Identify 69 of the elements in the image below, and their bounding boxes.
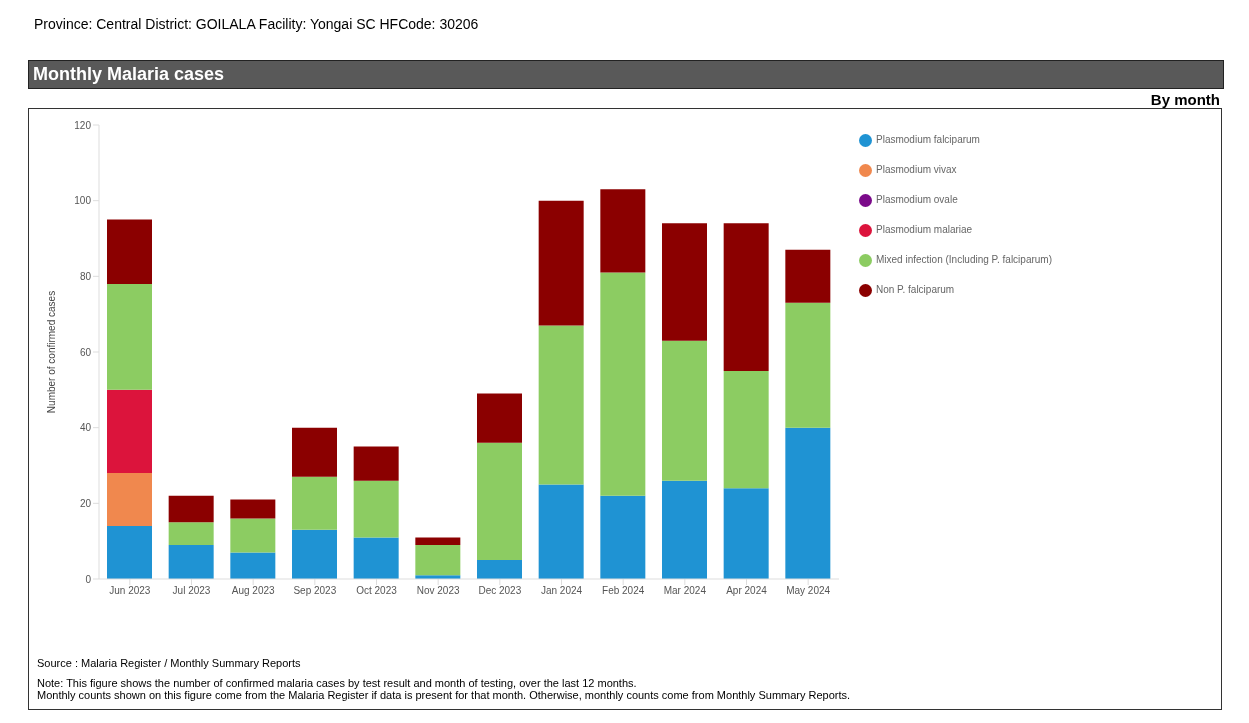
x-tick-label: Jul 2023 <box>172 585 211 597</box>
bar <box>168 495 214 523</box>
x-tick-label: May 2024 <box>786 585 831 597</box>
bar <box>538 325 584 485</box>
bar <box>353 480 399 538</box>
bar <box>292 476 337 530</box>
y-tick-label: 80 <box>79 270 92 282</box>
bar <box>785 427 831 579</box>
bar <box>538 484 584 579</box>
legend-label: Mixed infection (Including P. falciparum) <box>876 254 1053 265</box>
bar <box>292 529 337 579</box>
bar <box>230 518 276 553</box>
bar <box>107 473 152 527</box>
bar <box>662 480 707 579</box>
legend-label: Plasmodium falciparum <box>876 134 980 145</box>
bar <box>477 442 522 561</box>
bar <box>107 283 152 390</box>
source-note: Source : Malaria Register / Monthly Summary Reports <box>37 657 301 669</box>
y-tick-label: 60 <box>79 346 92 358</box>
x-tick-label: Apr 2024 <box>726 585 768 597</box>
bar <box>723 488 769 579</box>
x-tick-label: Dec 2023 <box>478 585 522 597</box>
y-tick-label: 40 <box>79 422 92 434</box>
bar <box>477 560 522 579</box>
bar <box>415 544 461 576</box>
legend-label: Plasmodium vivax <box>876 164 957 175</box>
legend-label: Plasmodium ovale <box>876 194 958 205</box>
bar <box>107 389 152 474</box>
bar <box>785 249 831 303</box>
text: Monthly counts shown on this figure come from the Malaria Register if data is present for that month. Otherwise, monthly counts come from Monthly Summary Reports. <box>37 689 851 701</box>
bar <box>292 427 337 477</box>
bar <box>785 302 831 428</box>
bar <box>538 200 584 326</box>
bar <box>723 223 769 371</box>
bar <box>600 495 646 579</box>
bar <box>168 522 214 545</box>
bar <box>353 537 399 579</box>
y-tick-label: 0 <box>85 573 92 585</box>
bar <box>107 219 152 284</box>
bar <box>723 370 769 489</box>
x-tick-label: Feb 2024 <box>602 585 645 597</box>
chart-title: Monthly Malaria cases <box>28 60 1224 89</box>
bar <box>168 544 214 579</box>
text: By month <box>1149 91 1220 108</box>
bar <box>600 272 646 496</box>
bar <box>600 189 646 273</box>
bar <box>230 499 276 519</box>
y-tick-label: 120 <box>74 119 92 131</box>
y-tick-label: 100 <box>74 195 92 207</box>
text: Note: This figure shows the number of confirmed malaria cases by test result and month of testing, over the last 12 months. <box>37 677 638 689</box>
bar <box>662 340 707 481</box>
text: Province: Central District: GOILALA Facility: Yongai SC HFCode: 30206 <box>33 15 480 34</box>
x-tick-label: Aug 2023 <box>231 585 276 597</box>
bar <box>477 393 522 443</box>
y-tick-label: 20 <box>79 497 92 509</box>
bar <box>415 537 461 545</box>
x-tick-label: Nov 2023 <box>416 585 461 597</box>
bar <box>230 552 276 579</box>
x-tick-label: Mar 2024 <box>663 585 707 597</box>
legend-label: Plasmodium malariae <box>876 224 973 235</box>
bar <box>107 526 152 579</box>
x-tick-label: Jan 2024 <box>540 585 583 597</box>
x-tick-label: Oct 2023 <box>356 585 398 597</box>
x-tick-label: Jun 2023 <box>109 585 151 597</box>
legend-label: Non P. falciparum <box>876 284 955 295</box>
x-tick-label: Sep 2023 <box>293 585 337 597</box>
y-axis-title: Number of confirmed cases <box>45 290 57 414</box>
bar <box>662 223 707 341</box>
bar <box>353 446 399 481</box>
